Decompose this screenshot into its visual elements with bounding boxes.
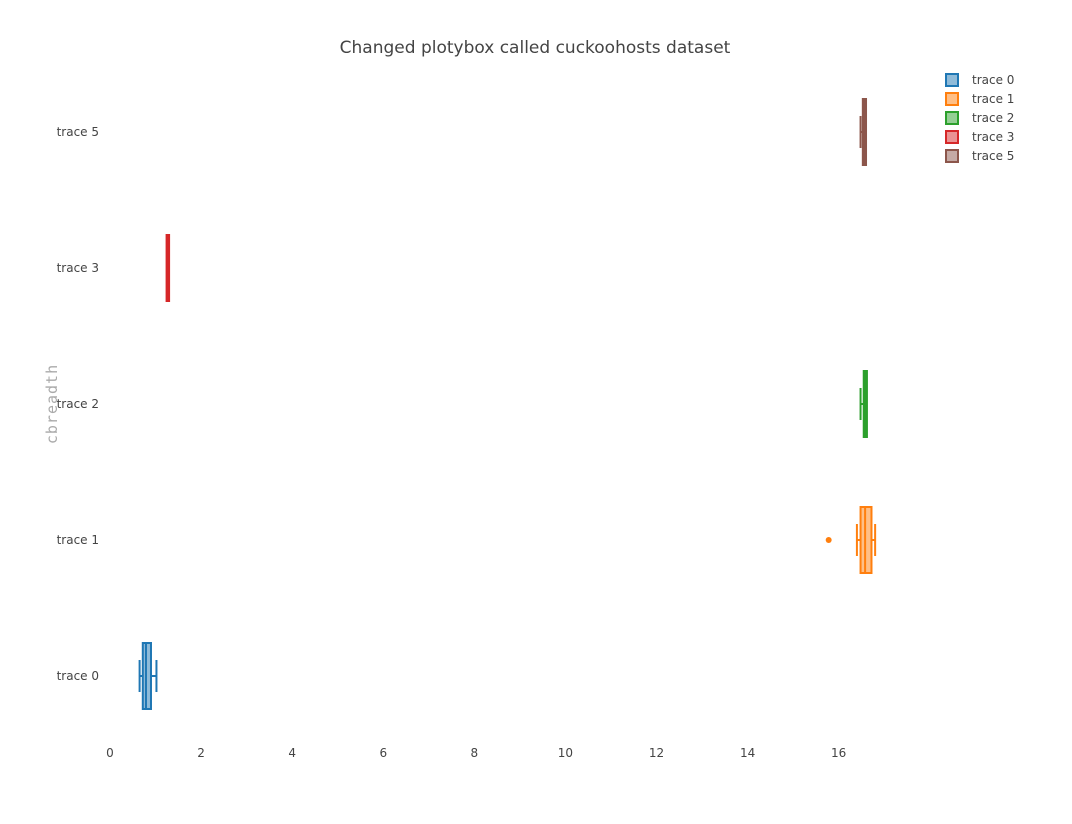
legend: trace 0 trace 1 trace 2 trace 3 trace 5	[945, 73, 1014, 163]
y-tick-label: trace 5	[57, 125, 99, 139]
y-tick-label: trace 2	[57, 397, 99, 411]
plot-area	[138, 98, 877, 710]
y-axis-label: cbreadth	[43, 364, 61, 444]
x-tick-label: 8	[471, 746, 479, 760]
y-tick-label: trace 0	[57, 669, 99, 683]
legend-label: trace 1	[972, 92, 1014, 106]
legend-swatch	[945, 111, 959, 125]
legend-swatch	[945, 130, 959, 144]
x-tick-label: 10	[558, 746, 573, 760]
box-trace-2	[859, 370, 868, 438]
y-tick-label: trace 1	[57, 533, 99, 547]
y-axis: trace 0 trace 1 trace 2 trace 3 trace 5	[57, 125, 99, 683]
box-trace-0	[138, 642, 158, 710]
legend-label: trace 0	[972, 73, 1014, 87]
legend-label: trace 3	[972, 130, 1014, 144]
y-tick-label: trace 3	[57, 261, 99, 275]
box-trace-1	[825, 506, 877, 574]
x-tick-label: 6	[379, 746, 387, 760]
legend-item[interactable]: trace 2	[945, 111, 1014, 125]
legend-item[interactable]: trace 0	[945, 73, 1014, 87]
legend-item[interactable]: trace 5	[945, 149, 1014, 163]
legend-label: trace 5	[972, 149, 1014, 163]
outlier-point	[825, 537, 832, 543]
legend-item[interactable]: trace 1	[945, 92, 1014, 106]
legend-swatch	[945, 92, 959, 106]
x-tick-label: 4	[288, 746, 296, 760]
chart-title: Changed plotybox called cuckoohosts data…	[340, 38, 731, 58]
legend-item[interactable]: trace 3	[945, 130, 1014, 144]
x-tick-label: 12	[649, 746, 664, 760]
legend-swatch	[945, 73, 959, 87]
x-tick-label: 0	[106, 746, 114, 760]
box-trace-3	[165, 234, 171, 302]
x-axis: 0 2 4 6 8 10 12 14 16	[106, 746, 846, 760]
x-tick-label: 2	[197, 746, 205, 760]
x-tick-label: 14	[740, 746, 755, 760]
x-tick-label: 16	[831, 746, 846, 760]
legend-swatch	[945, 149, 959, 163]
box-trace-5	[859, 98, 868, 166]
legend-label: trace 2	[972, 111, 1014, 125]
